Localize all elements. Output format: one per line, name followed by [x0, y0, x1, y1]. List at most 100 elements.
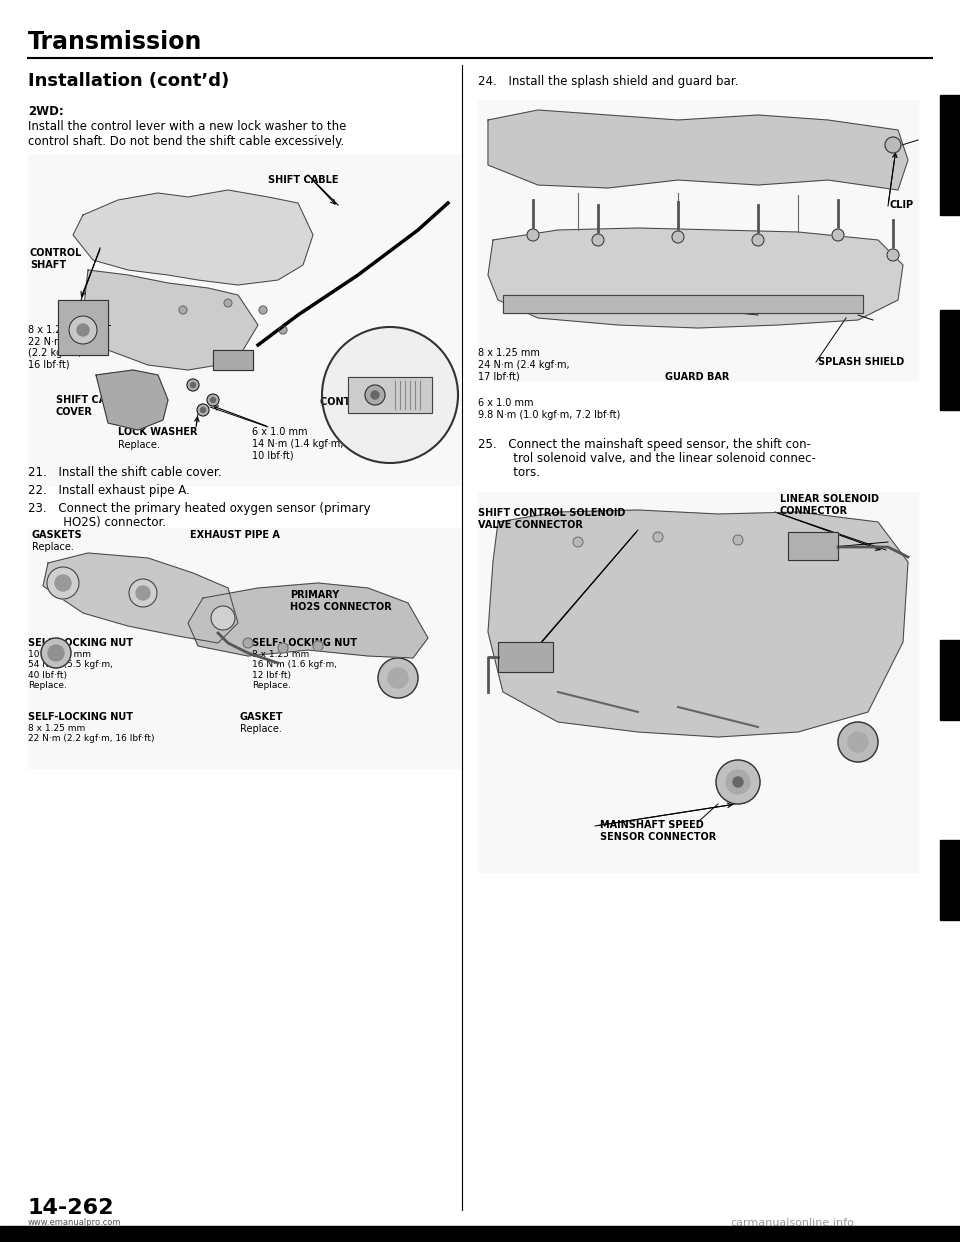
- Text: GASKET: GASKET: [240, 712, 283, 722]
- Text: Install the control lever with a new lock washer to the
control shaft. Do not be: Install the control lever with a new loc…: [28, 120, 347, 148]
- Circle shape: [41, 638, 71, 668]
- Bar: [28, 155, 460, 484]
- Text: CLIP: CLIP: [890, 200, 914, 210]
- Circle shape: [726, 770, 750, 794]
- Circle shape: [672, 231, 684, 243]
- Text: 21. Install the shift cable cover.: 21. Install the shift cable cover.: [28, 466, 222, 479]
- Circle shape: [210, 397, 215, 402]
- Text: 6 x 1.0 mm
14 N·m (1.4 kgf·m,
10 lbf·ft): 6 x 1.0 mm 14 N·m (1.4 kgf·m, 10 lbf·ft): [252, 427, 344, 461]
- Circle shape: [211, 606, 235, 630]
- Circle shape: [129, 579, 157, 607]
- Polygon shape: [96, 370, 168, 430]
- Circle shape: [848, 732, 868, 751]
- Bar: [58, 301, 108, 355]
- Circle shape: [885, 137, 901, 153]
- Bar: [788, 532, 838, 560]
- Circle shape: [224, 299, 232, 307]
- Circle shape: [887, 248, 899, 261]
- Circle shape: [322, 327, 458, 463]
- Bar: [940, 94, 960, 215]
- Bar: [213, 350, 253, 370]
- Circle shape: [77, 324, 89, 337]
- Bar: [940, 840, 960, 920]
- Circle shape: [716, 760, 760, 804]
- Bar: [348, 378, 432, 414]
- Bar: [28, 528, 460, 768]
- Text: MAINSHAFT SPEED
SENSOR CONNECTOR: MAINSHAFT SPEED SENSOR CONNECTOR: [600, 820, 716, 842]
- Text: 10 x 1.25 mm
54 N·m (5.5 kgf·m,
40 lbf·ft)
Replace.: 10 x 1.25 mm 54 N·m (5.5 kgf·m, 40 lbf·f…: [28, 650, 113, 691]
- Bar: [940, 310, 960, 410]
- Text: tors.: tors.: [478, 466, 540, 479]
- Text: Replace.: Replace.: [32, 542, 74, 551]
- Bar: [788, 532, 838, 560]
- Polygon shape: [488, 111, 908, 190]
- Circle shape: [527, 229, 539, 241]
- Bar: [0, 1226, 960, 1242]
- Circle shape: [278, 643, 288, 653]
- Circle shape: [279, 325, 287, 334]
- Bar: [213, 350, 253, 370]
- Circle shape: [207, 394, 219, 406]
- Circle shape: [733, 777, 743, 787]
- Text: 8 x 1.25 mm
24 N·m (2.4 kgf·m,
17 lbf·ft): 8 x 1.25 mm 24 N·m (2.4 kgf·m, 17 lbf·ft…: [478, 348, 569, 381]
- Text: HO2S) connector.: HO2S) connector.: [28, 515, 166, 529]
- Circle shape: [190, 383, 196, 388]
- Circle shape: [55, 575, 71, 591]
- Circle shape: [259, 306, 267, 314]
- Circle shape: [371, 391, 379, 399]
- Text: EXHAUST PIPE A: EXHAUST PIPE A: [190, 530, 280, 540]
- Text: CONTROL LEVER: CONTROL LEVER: [320, 397, 410, 407]
- Circle shape: [378, 658, 418, 698]
- Text: 22. Install exhaust pipe A.: 22. Install exhaust pipe A.: [28, 484, 190, 497]
- Text: SHIFT CABLE
COVER: SHIFT CABLE COVER: [56, 395, 127, 416]
- Text: PRIMARY: PRIMARY: [290, 590, 339, 600]
- Text: GUARD BAR: GUARD BAR: [665, 373, 730, 383]
- Bar: [348, 378, 432, 414]
- Text: GASKETS: GASKETS: [32, 530, 83, 540]
- Text: Transmission: Transmission: [28, 30, 203, 53]
- Text: 8 x 1.25 mm
16 N·m (1.6 kgf·m,
12 lbf·ft)
Replace.: 8 x 1.25 mm 16 N·m (1.6 kgf·m, 12 lbf·ft…: [252, 650, 337, 691]
- Text: 24. Install the splash shield and guard bar.: 24. Install the splash shield and guard …: [478, 75, 738, 88]
- Text: carmanualsonline.info: carmanualsonline.info: [730, 1218, 853, 1228]
- Text: HO2S CONNECTOR: HO2S CONNECTOR: [290, 602, 392, 612]
- Polygon shape: [488, 229, 903, 328]
- Text: Replace.: Replace.: [118, 440, 160, 450]
- Text: 25. Connect the mainshaft speed sensor, the shift con-: 25. Connect the mainshaft speed sensor, …: [478, 438, 811, 451]
- Text: SELF-LOCKING NUT: SELF-LOCKING NUT: [252, 638, 357, 648]
- Circle shape: [47, 568, 79, 599]
- Text: 2WD:: 2WD:: [28, 106, 63, 118]
- Circle shape: [573, 537, 583, 546]
- Circle shape: [197, 404, 209, 416]
- Circle shape: [48, 645, 64, 661]
- Circle shape: [187, 379, 199, 391]
- Text: 6 x 1.0 mm
9.8 N·m (1.0 kgf·m, 7.2 lbf·ft): 6 x 1.0 mm 9.8 N·m (1.0 kgf·m, 7.2 lbf·f…: [478, 397, 620, 420]
- Circle shape: [179, 306, 187, 314]
- Text: SPLASH SHIELD: SPLASH SHIELD: [818, 356, 904, 366]
- Text: Installation (cont’d): Installation (cont’d): [28, 72, 229, 89]
- Bar: [503, 296, 863, 313]
- Text: 14-262: 14-262: [28, 1199, 114, 1218]
- Bar: [503, 296, 863, 313]
- Polygon shape: [43, 553, 238, 643]
- Circle shape: [592, 233, 604, 246]
- Text: www.emanualpro.com: www.emanualpro.com: [28, 1218, 122, 1227]
- Text: SELF-LOCKING NUT: SELF-LOCKING NUT: [28, 712, 133, 722]
- Text: Replace.: Replace.: [240, 724, 282, 734]
- Polygon shape: [188, 582, 428, 658]
- Circle shape: [201, 407, 205, 412]
- Circle shape: [832, 229, 844, 241]
- Circle shape: [365, 385, 385, 405]
- Circle shape: [733, 535, 743, 545]
- Circle shape: [653, 532, 663, 542]
- Text: 8 x 1.25 mm
22 N·m
(2.2 kgf·m,
16 lbf·ft): 8 x 1.25 mm 22 N·m (2.2 kgf·m, 16 lbf·ft…: [28, 325, 90, 370]
- Polygon shape: [73, 190, 313, 284]
- Text: SHIFT CABLE: SHIFT CABLE: [268, 175, 339, 185]
- Circle shape: [69, 315, 97, 344]
- Bar: [498, 642, 553, 672]
- Polygon shape: [488, 510, 908, 737]
- Circle shape: [752, 233, 764, 246]
- Text: CONTROL
SHAFT: CONTROL SHAFT: [30, 248, 83, 270]
- Text: 8 x 1.25 mm
22 N·m (2.2 kgf·m, 16 lbf·ft): 8 x 1.25 mm 22 N·m (2.2 kgf·m, 16 lbf·ft…: [28, 724, 155, 744]
- Polygon shape: [83, 270, 258, 370]
- Bar: [478, 492, 918, 872]
